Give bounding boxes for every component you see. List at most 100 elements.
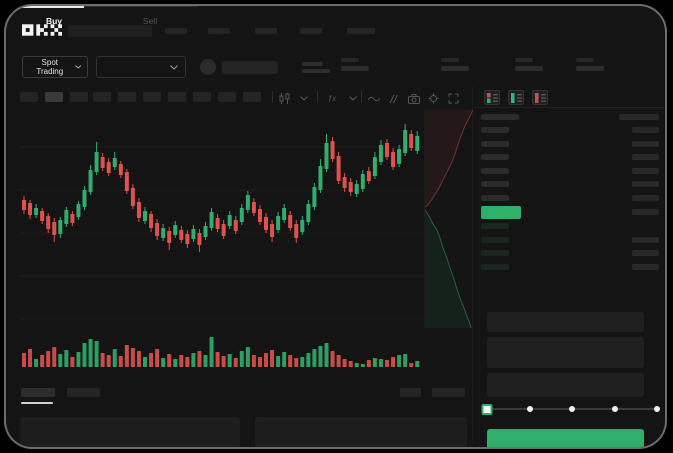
- nav-item-4[interactable]: [300, 28, 322, 34]
- timeframe-button-4[interactable]: [93, 92, 111, 102]
- bottom-tab-active[interactable]: [21, 388, 55, 397]
- slider-handle-selected[interactable]: [481, 404, 493, 415]
- timeframe-button-7[interactable]: [168, 92, 186, 102]
- timeframe-button-10[interactable]: [243, 92, 261, 102]
- orderbook-ask-row[interactable]: [478, 191, 662, 205]
- slider-step-dot[interactable]: [526, 406, 533, 412]
- orderbook-header-row[interactable]: [478, 110, 662, 124]
- price-placeholder: [481, 236, 509, 243]
- orderbook-ask-row[interactable]: [478, 151, 662, 165]
- amount-placeholder: [632, 140, 659, 147]
- amount-placeholder: [632, 127, 659, 134]
- amount-placeholder: [632, 263, 659, 270]
- camera-icon[interactable]: [407, 93, 420, 104]
- market-type-label: Spot Trading: [36, 58, 64, 76]
- orderbook-last-price-row[interactable]: [478, 205, 662, 220]
- nav-item-5[interactable]: [347, 28, 375, 34]
- price-placeholder: [481, 140, 509, 147]
- book-bids-icon[interactable]: [508, 90, 524, 105]
- toolbar-divider: [317, 91, 318, 103]
- price-placeholder: [481, 167, 509, 174]
- orderbook-table: [478, 110, 662, 274]
- price-placeholder: [481, 223, 509, 230]
- orderbook-bid-row[interactable]: [478, 260, 662, 274]
- total-input-placeholder[interactable]: [487, 373, 644, 397]
- amount-placeholder: [619, 113, 659, 120]
- price-placeholder: [481, 250, 509, 257]
- settings-gear-icon[interactable]: [427, 93, 440, 104]
- price-input-placeholder[interactable]: [487, 312, 644, 332]
- amount-placeholder: [632, 154, 659, 161]
- market-type-dropdown[interactable]: Spot Trading: [22, 56, 88, 78]
- timeframe-button-8[interactable]: [193, 92, 211, 102]
- timeframe-button-3[interactable]: [70, 92, 88, 102]
- volume-chart: [20, 336, 424, 368]
- orderbook-bid-row[interactable]: [478, 220, 662, 234]
- stat-24h-2: [441, 58, 471, 71]
- bottom-tab-2[interactable]: [67, 388, 100, 397]
- toolbar-divider: [272, 91, 273, 103]
- price-placeholder: [481, 205, 521, 219]
- buy-submit-button[interactable]: [487, 429, 644, 447]
- book-asks-icon[interactable]: [532, 90, 548, 105]
- history-panel-placeholder[interactable]: [255, 417, 467, 447]
- amount-placeholder: [632, 236, 659, 243]
- stat-24h-3: [515, 58, 545, 71]
- tab-buy-label: Buy: [45, 15, 63, 26]
- okx-logo[interactable]: [22, 23, 62, 41]
- tab-buy[interactable]: Buy: [6, 6, 102, 34]
- price-line-1: [302, 62, 323, 66]
- nav-item-3[interactable]: [255, 28, 277, 34]
- nav-item-1[interactable]: [165, 28, 187, 34]
- orderbook-ask-row[interactable]: [478, 137, 662, 151]
- orderbook-ask-row[interactable]: [478, 124, 662, 138]
- pair-logo-avatar[interactable]: [200, 59, 216, 75]
- timeframe-button-9[interactable]: [218, 92, 236, 102]
- depth-chart: [424, 109, 474, 329]
- line-tool-icon[interactable]: [367, 93, 380, 104]
- slider-step-dot[interactable]: [611, 406, 618, 412]
- search-placeholder[interactable]: [68, 25, 152, 37]
- indicators-icon[interactable]: ƒx: [327, 94, 337, 103]
- tab-sell[interactable]: Sell: [102, 7, 198, 34]
- bottom-action-2[interactable]: [432, 388, 465, 397]
- orderbook-bid-row[interactable]: [478, 233, 662, 247]
- amount-placeholder: [632, 194, 659, 201]
- amount-slider[interactable]: [481, 401, 661, 417]
- chart-style-candles-icon[interactable]: [278, 93, 291, 104]
- orderbook-ask-row[interactable]: [478, 178, 662, 192]
- candlestick-chart[interactable]: [20, 112, 424, 332]
- tab-sell-label: Sell: [142, 15, 158, 26]
- price-placeholder: [481, 181, 509, 188]
- slider-step-dot[interactable]: [569, 406, 575, 412]
- timeframe-button-2-active[interactable]: [45, 92, 63, 102]
- amount-input-placeholder[interactable]: [487, 337, 644, 368]
- price-placeholder: [481, 113, 519, 120]
- orderbook-ask-row[interactable]: [478, 164, 662, 178]
- orderbook-bid-row[interactable]: [478, 247, 662, 261]
- bottom-action-1[interactable]: [400, 388, 421, 397]
- orders-panel-placeholder[interactable]: [20, 417, 240, 447]
- panel-divider: [472, 86, 473, 446]
- nav-item-2[interactable]: [208, 28, 230, 34]
- pair-selector-dropdown[interactable]: [96, 56, 186, 78]
- timeframe-button-6[interactable]: [143, 92, 161, 102]
- price-placeholder: [481, 194, 509, 201]
- price-placeholder: [481, 263, 509, 270]
- amount-placeholder: [632, 250, 659, 257]
- compare-icon[interactable]: [387, 93, 400, 104]
- stat-24h-4: [576, 58, 606, 71]
- chart-style-chevron-icon[interactable]: [297, 93, 310, 104]
- timeframe-button-5[interactable]: [118, 92, 136, 102]
- book-combined-icon[interactable]: [484, 90, 500, 105]
- fullscreen-icon[interactable]: [447, 93, 460, 104]
- slider-step-dot[interactable]: [654, 406, 660, 412]
- indicators-chevron-icon[interactable]: [346, 93, 359, 104]
- price-placeholder: [481, 154, 509, 161]
- amount-placeholder: [632, 167, 659, 174]
- bottom-tab-indicator: [21, 402, 53, 404]
- timeframe-button-1[interactable]: [20, 92, 38, 102]
- amount-placeholder: [632, 181, 659, 188]
- price-stack-placeholder: [302, 62, 330, 73]
